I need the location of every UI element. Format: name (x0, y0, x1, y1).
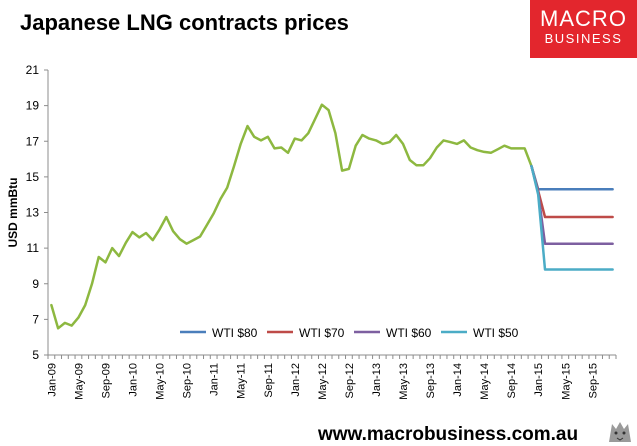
legend-label: WTI $60 (386, 326, 432, 340)
series-line-4 (530, 164, 614, 271)
series-line-3 (530, 164, 614, 245)
y-tick-label: 7 (32, 312, 39, 326)
x-tick-label: May-10 (155, 363, 167, 400)
wolf-emblem-icon (606, 418, 634, 444)
y-tick-label: 17 (26, 134, 40, 148)
chart-title: Japanese LNG contracts prices (20, 10, 349, 35)
logo-line-1: MACRO (540, 6, 627, 31)
y-tick-label: 9 (32, 277, 39, 291)
x-tick-label: May-14 (479, 363, 491, 400)
x-tick-label: Sep-14 (506, 363, 518, 398)
x-tick-label: Sep-15 (587, 363, 599, 398)
x-tick-label: Sep-12 (344, 363, 356, 398)
x-tick-label: Jan-10 (128, 363, 140, 397)
x-tick-label: Jan-11 (209, 363, 221, 396)
x-tick-label: Jan-12 (290, 363, 302, 397)
x-tick-label: Jan-09 (46, 363, 58, 397)
legend-label: WTI $50 (473, 326, 519, 340)
y-tick-label: 15 (26, 170, 40, 184)
y-tick-label: 5 (32, 348, 39, 362)
series-line-1 (530, 164, 614, 191)
footer-url: www.macrobusiness.com.au (318, 424, 579, 445)
series-line-0 (50, 103, 533, 330)
x-tick-label: May-09 (73, 363, 85, 400)
y-tick-label: 13 (26, 206, 40, 220)
macrobusiness-logo: MACRO BUSINESS (530, 0, 637, 58)
y-tick-label: 11 (27, 241, 40, 255)
x-tick-label: Jan-14 (452, 363, 464, 397)
x-tick-label: Jan-13 (371, 363, 383, 397)
x-tick-label: May-13 (398, 363, 410, 400)
x-tick-label: Sep-13 (425, 363, 437, 398)
y-tick-label: 21 (26, 63, 40, 77)
logo-line-2: BUSINESS (544, 31, 623, 46)
x-tick-label: Sep-09 (100, 363, 112, 398)
y-tick-label: 19 (26, 99, 40, 113)
x-tick-label: Sep-10 (182, 363, 194, 398)
series-line-2 (530, 164, 614, 219)
x-tick-label: Sep-11 (263, 363, 275, 398)
x-tick-label: May-11 (236, 363, 248, 399)
x-tick-label: May-15 (560, 363, 572, 400)
legend-label: WTI $70 (299, 326, 345, 340)
x-tick-label: Jan-15 (533, 363, 545, 397)
x-tick-label: May-12 (317, 363, 329, 400)
legend-label: WTI $80 (212, 326, 258, 340)
y-axis-label: USD mmBtu (6, 177, 20, 247)
